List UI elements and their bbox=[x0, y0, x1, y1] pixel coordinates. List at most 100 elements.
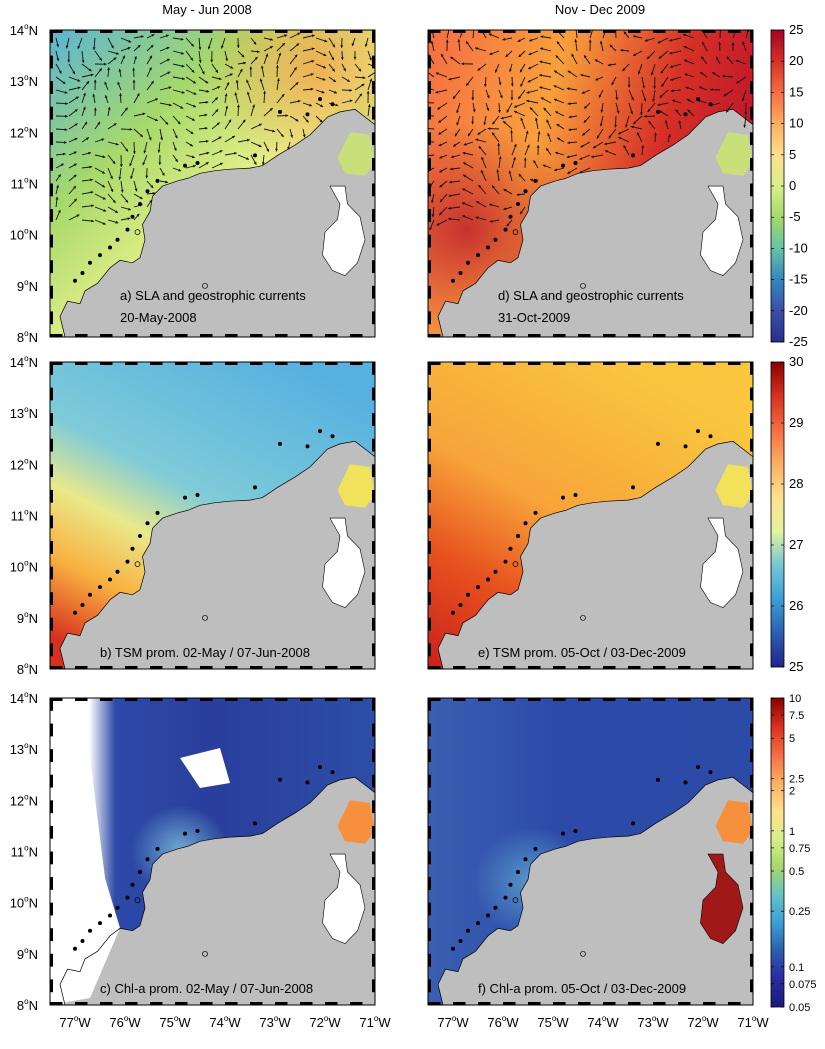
station-15 bbox=[656, 778, 660, 782]
station-12 bbox=[561, 832, 565, 836]
station-3 bbox=[466, 593, 470, 597]
panel-label-d: d) SLA and geostrophic currents bbox=[498, 288, 684, 303]
station-13 bbox=[196, 161, 200, 165]
station-6 bbox=[116, 906, 120, 910]
station-10 bbox=[524, 189, 528, 193]
map-panel-d: d) SLA and geostrophic currents31-Oct-20… bbox=[422, 26, 753, 337]
station-7 bbox=[126, 228, 130, 232]
station-15 bbox=[656, 110, 660, 114]
colorbar-tick-label: 20 bbox=[789, 53, 803, 68]
station-17 bbox=[696, 429, 700, 433]
station-13 bbox=[196, 493, 200, 497]
colorbar-tick-label: 1 bbox=[789, 826, 795, 838]
station-12 bbox=[183, 164, 187, 168]
lat-label: 10oN bbox=[10, 895, 38, 911]
station-2 bbox=[81, 939, 85, 943]
panel-label-e: e) TSM prom. 05-Oct / 03-Dec-2009 bbox=[478, 645, 686, 660]
panel-label-f: f) Chl-a prom. 05-Oct / 03-Dec-2009 bbox=[478, 981, 686, 996]
lon-label: 76oW bbox=[487, 1014, 519, 1030]
station-17 bbox=[318, 429, 322, 433]
station-14 bbox=[631, 153, 635, 157]
station-13 bbox=[196, 829, 200, 833]
lat-label: 13oN bbox=[10, 741, 38, 757]
station-8 bbox=[509, 547, 513, 551]
lon-label: 76oW bbox=[109, 1014, 141, 1030]
station-13 bbox=[574, 161, 578, 165]
colorbar-tick-label: 15 bbox=[789, 84, 803, 99]
station-11 bbox=[156, 179, 160, 183]
station-4 bbox=[476, 253, 480, 257]
map-panel-e: e) TSM prom. 05-Oct / 03-Dec-2009 bbox=[428, 362, 753, 669]
panel-label-c: c) Chl-a prom. 02-May / 07-Jun-2008 bbox=[100, 981, 313, 996]
station-7 bbox=[504, 228, 508, 232]
station-13 bbox=[574, 493, 578, 497]
station-8 bbox=[509, 215, 513, 219]
station-1 bbox=[73, 947, 77, 951]
station-2 bbox=[459, 271, 463, 275]
colorbar-tick-label: 2.5 bbox=[789, 773, 804, 785]
lat-label: 12oN bbox=[10, 456, 38, 472]
lon-label: 74oW bbox=[587, 1014, 619, 1030]
station-11 bbox=[156, 847, 160, 851]
station-16 bbox=[684, 444, 688, 448]
station-4 bbox=[476, 921, 480, 925]
station-3 bbox=[466, 261, 470, 265]
station-5 bbox=[486, 578, 490, 582]
station-10 bbox=[146, 857, 150, 861]
lon-label: 71oW bbox=[737, 1014, 769, 1030]
lat-label: 11oN bbox=[11, 844, 38, 860]
station-7 bbox=[126, 896, 130, 900]
station-1 bbox=[451, 947, 455, 951]
colorbar-tick-label: -5 bbox=[789, 209, 801, 224]
station-14 bbox=[631, 821, 635, 825]
lat-label: 12oN bbox=[10, 124, 38, 140]
lon-label: 77oW bbox=[437, 1014, 469, 1030]
lon-label: 75oW bbox=[159, 1014, 191, 1030]
station-13 bbox=[574, 829, 578, 833]
station-14 bbox=[253, 153, 257, 157]
colorbar-tick-label: 30 bbox=[789, 354, 803, 369]
lon-label: 73oW bbox=[259, 1014, 291, 1030]
colorbar-tick-label: 28 bbox=[789, 476, 803, 491]
station-5 bbox=[108, 578, 112, 582]
colorbar-tick-label: 2 bbox=[789, 786, 795, 798]
station-15 bbox=[656, 442, 660, 446]
station-9 bbox=[138, 870, 142, 874]
station-3 bbox=[466, 929, 470, 933]
station-3 bbox=[88, 593, 92, 597]
station-5 bbox=[108, 914, 112, 918]
station-12 bbox=[183, 496, 187, 500]
station-2 bbox=[459, 603, 463, 607]
lat-label: 11oN bbox=[11, 176, 38, 192]
station-10 bbox=[524, 521, 528, 525]
panels: a) SLA and geostrophic currents20-May-20… bbox=[50, 26, 753, 1005]
station-8 bbox=[509, 883, 513, 887]
station-17 bbox=[696, 765, 700, 769]
station-15 bbox=[278, 110, 282, 114]
colorbar-tick-label: 5 bbox=[789, 147, 796, 162]
station-2 bbox=[459, 939, 463, 943]
colorbar-tick-label: 0.075 bbox=[789, 979, 817, 991]
station-6 bbox=[116, 238, 120, 242]
map-panel-f: f) Chl-a prom. 05-Oct / 03-Dec-2009 bbox=[428, 698, 753, 1005]
lat-label: 10oN bbox=[10, 559, 38, 575]
station-4 bbox=[98, 921, 102, 925]
station-18 bbox=[331, 102, 335, 106]
station-18 bbox=[331, 770, 335, 774]
colorbar-tick-label: -10 bbox=[789, 240, 808, 255]
colorbar-tick-label: -15 bbox=[789, 272, 808, 287]
colorbar-tick-label: 10 bbox=[789, 116, 803, 131]
lat-label: 8oN bbox=[17, 329, 38, 345]
colorbar-tick-label: 5 bbox=[789, 733, 795, 745]
station-14 bbox=[253, 821, 257, 825]
station-7 bbox=[504, 560, 508, 564]
lon-label: 75oW bbox=[537, 1014, 569, 1030]
panel-label-a: a) SLA and geostrophic currents bbox=[120, 288, 306, 303]
station-9 bbox=[138, 534, 142, 538]
station-11 bbox=[534, 179, 538, 183]
colorbar-tick-label: 0.5 bbox=[789, 866, 804, 878]
station-11 bbox=[534, 847, 538, 851]
lat-label: 9oN bbox=[17, 278, 38, 294]
